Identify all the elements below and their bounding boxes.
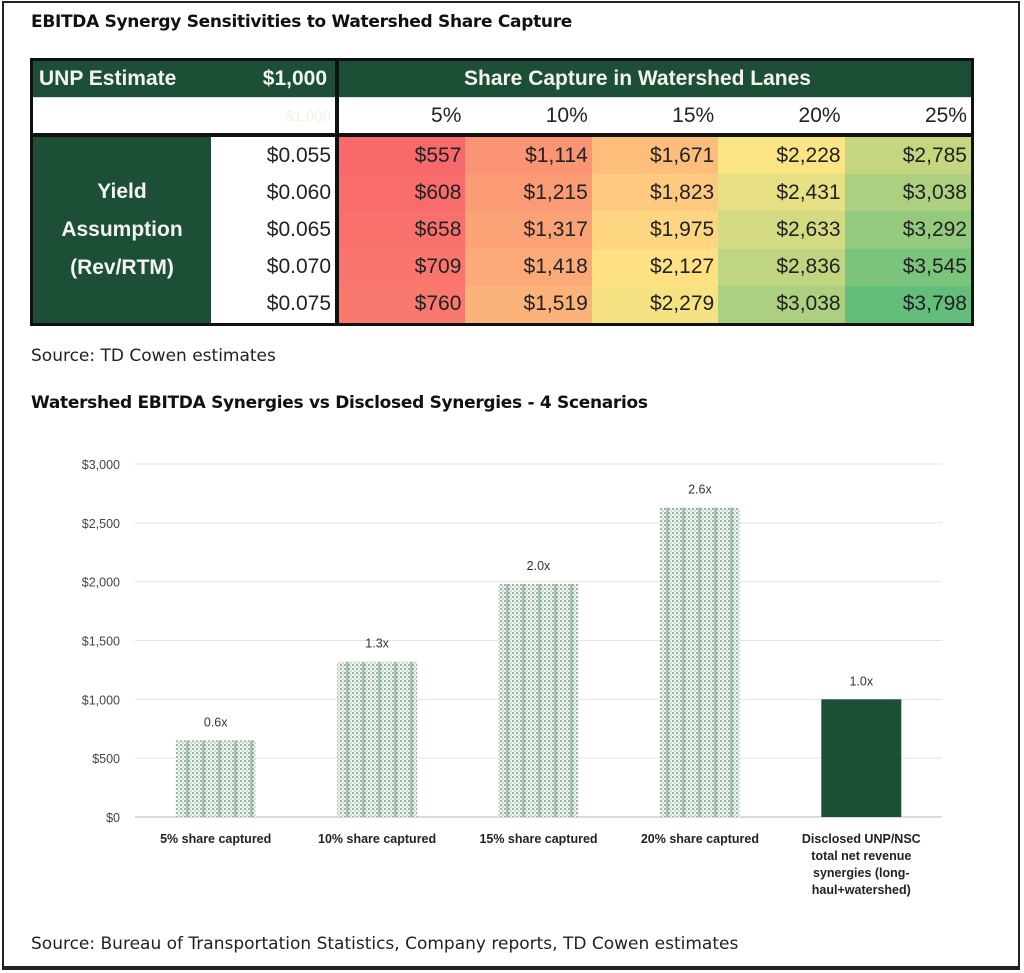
y-tick-label: $500 [92, 752, 120, 766]
bar-3 [498, 584, 579, 817]
bar-data-label: 1.3x [365, 637, 389, 651]
x-tick-label: haul+watershed) [812, 883, 911, 897]
synergy-cell: $3,038 [844, 174, 971, 212]
synergy-cell: $709 [339, 248, 466, 286]
synergy-cell: $1,418 [465, 248, 592, 286]
row-header-line: Assumption [61, 218, 183, 241]
chart-title: Watershed EBITDA Synergies vs Disclosed … [31, 393, 648, 413]
bar-data-label: 2.6x [688, 483, 712, 497]
synergy-cell: $557 [339, 137, 466, 175]
synergy-cell: $2,836 [718, 248, 845, 286]
bar-data-label: 1.0x [849, 674, 873, 688]
estimate-header: UNP Estimate $1,000 [33, 61, 335, 97]
x-tick-label: 10% share captured [318, 832, 436, 846]
y-tick-label: $1,500 [82, 635, 120, 649]
y-tick-label: $0 [106, 811, 120, 825]
synergy-cell: $3,292 [844, 211, 971, 249]
synergy-cell: $1,519 [465, 285, 592, 323]
x-tick-label: synergies (long- [813, 866, 910, 880]
synergy-cell: $760 [339, 285, 466, 323]
table-title: EBITDA Synergy Sensitivities to Watershe… [31, 12, 573, 32]
bar-data-label: 0.6x [204, 716, 228, 730]
estimate-label: UNP Estimate [39, 67, 177, 90]
synergy-cell: $2,431 [718, 174, 845, 212]
synergy-cell: $2,279 [591, 285, 719, 323]
synergy-cell: $1,975 [591, 211, 719, 249]
estimate-value: $1,000 [262, 67, 327, 90]
x-tick-label: 5% share captured [160, 832, 271, 846]
synergy-cell: $1,215 [465, 174, 592, 212]
synergy-cell: $1,317 [465, 211, 592, 249]
synergy-cell: $3,038 [718, 285, 845, 323]
synergy-cell: $1,671 [591, 137, 719, 175]
bar-data-label: 2.0x [527, 559, 551, 573]
divider [33, 133, 971, 137]
y-tick-label: $3,000 [82, 458, 120, 472]
bar-4 [659, 507, 740, 817]
yield-value: $0.060 [211, 174, 335, 212]
row-header-line: (Rev/RTM) [70, 256, 174, 279]
synergy-cell: $1,823 [591, 174, 719, 212]
bar-1 [175, 740, 256, 817]
y-tick-label: $1,000 [82, 693, 120, 707]
column-header-10pct: 10% [545, 103, 588, 127]
x-tick-label: 20% share captured [641, 832, 759, 846]
x-tick-label: 15% share captured [479, 832, 597, 846]
yield-value: $0.055 [211, 137, 335, 175]
yield-assumption-header: Yield Assumption (Rev/RTM) [33, 137, 211, 323]
divider [33, 97, 971, 98]
y-tick-label: $2,500 [82, 517, 120, 531]
share-capture-header: Share Capture in Watershed Lanes [339, 61, 971, 97]
synergy-cell: $3,545 [844, 248, 971, 286]
synergy-cell: $2,228 [718, 137, 845, 175]
column-header-15pct: 15% [672, 103, 715, 127]
table-source: Source: TD Cowen estimates [31, 346, 276, 366]
column-header-20pct: 20% [798, 103, 841, 127]
x-tick-label: total net revenue [811, 849, 911, 863]
faint-estimate-value: $1,000 [285, 107, 331, 125]
divider [335, 61, 339, 323]
column-header-5pct: 5% [431, 103, 462, 127]
yield-value: $0.075 [211, 285, 335, 323]
synergy-cell: $608 [339, 174, 466, 212]
column-header-25pct: 25% [924, 103, 967, 127]
row-header-line: Yield [97, 180, 147, 203]
bar-5 [821, 699, 902, 817]
synergy-cell: $658 [339, 211, 466, 249]
sensitivity-table: UNP Estimate $1,000 Share Capture in Wat… [30, 58, 974, 326]
synergy-bar-chart: $0 $500 $1,000 $1,500 $2,000 $2,500 $3,000 0.6x… [82, 458, 942, 897]
synergy-cell: $1,114 [465, 137, 592, 175]
yield-value: $0.070 [211, 248, 335, 286]
yield-value: $0.065 [211, 211, 335, 249]
bar-2 [337, 661, 418, 817]
x-tick-label: Disclosed UNP/NSC [802, 832, 921, 846]
synergy-cell: $2,785 [844, 137, 971, 175]
synergy-cell: $2,633 [718, 211, 845, 249]
chart-source: Source: Bureau of Transportation Statist… [31, 934, 739, 954]
synergy-cell: $3,798 [844, 285, 971, 323]
y-tick-label: $2,000 [82, 576, 120, 590]
synergy-cell: $2,127 [591, 248, 719, 286]
